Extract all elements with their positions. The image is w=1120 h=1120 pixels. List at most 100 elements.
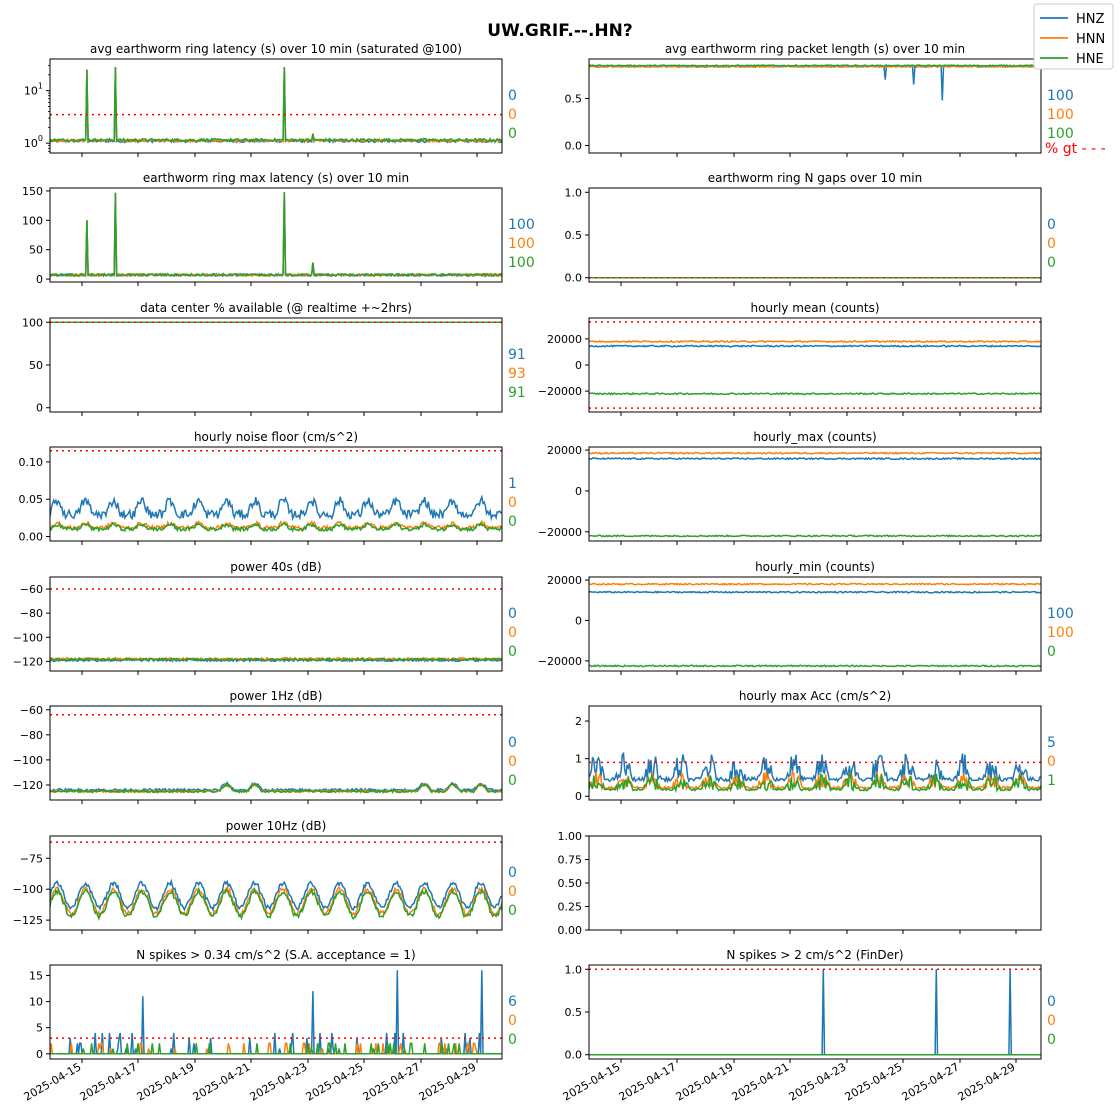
plot-area <box>50 714 502 794</box>
series-line-hnz <box>589 751 1041 784</box>
y-tick-label: 2 <box>575 715 582 728</box>
percent-hne: 1 <box>1047 773 1056 789</box>
y-tick-label: 0.5 <box>565 1006 583 1019</box>
percent-hnn: 0 <box>508 625 517 641</box>
y-tick-label: 20000 <box>547 333 582 346</box>
panel-title: hourly_max (counts) <box>753 430 876 444</box>
y-tick-label: 5 <box>36 1022 43 1035</box>
panel-11: power 1Hz (dB) −120 −100 −80 −60 0 0 0 <box>13 689 517 804</box>
panel-6: hourly mean (counts) −20000 0 20000 <box>538 301 1042 416</box>
axes-frame <box>588 58 1042 154</box>
percent-hne: 0 <box>508 644 517 660</box>
panel-title: avg earthworm ring latency (s) over 10 m… <box>90 42 462 56</box>
percent-hnz: 91 <box>508 347 526 363</box>
percent-hnn: 100 <box>1047 625 1074 641</box>
y-tick-label: 0.05 <box>19 493 44 506</box>
percent-hnz: 100 <box>1047 606 1074 622</box>
axes-frame <box>49 317 503 413</box>
y-tick-label: 1.00 <box>558 830 583 843</box>
legend-label-hne: HNE <box>1076 52 1104 67</box>
y-tick-label: 100 <box>22 316 43 329</box>
x-tick-label: 2025-04-21 <box>730 1060 792 1103</box>
x-tick-label: 2025-04-15 <box>22 1060 84 1103</box>
series-line-hnz <box>50 878 502 913</box>
x-tick-label: 2025-04-29 <box>417 1060 479 1103</box>
percent-hne: 0 <box>508 126 517 142</box>
axes-frame <box>588 835 1042 931</box>
series-line-hnz <box>589 344 1041 348</box>
panel-15: N spikes > 0.34 cm/s^2 (S.A. acceptance … <box>22 948 517 1104</box>
panel-title: hourly noise floor (cm/s^2) <box>194 430 358 444</box>
y-tick-label: 100 <box>24 134 43 150</box>
panel-10: hourly_min (counts) −20000 0 20000 100 100 0 <box>538 560 1074 675</box>
y-tick-label: 0 <box>36 273 43 286</box>
panel-3: earthworm ring max latency (s) over 10 m… <box>22 171 535 286</box>
axes-frame <box>49 835 503 931</box>
y-tick-label: −80 <box>20 729 43 742</box>
y-tick-exponent: 1 <box>38 82 43 91</box>
y-tick-label: 50 <box>29 244 43 257</box>
series-line-hne <box>50 67 502 144</box>
panel-title: power 40s (dB) <box>230 560 321 574</box>
percent-hnn: 0 <box>1047 236 1056 252</box>
percent-hnn: 100 <box>1047 107 1074 123</box>
x-tick-label: 2025-04-25 <box>843 1060 905 1103</box>
panel-title: data center % available (@ realtime +~2h… <box>140 301 412 315</box>
y-tick-label: 0 <box>36 402 43 415</box>
x-tick-label: 2025-04-27 <box>361 1060 423 1103</box>
axes-frame <box>49 576 503 672</box>
series-line-hne <box>589 392 1041 396</box>
y-tick-label: −80 <box>20 607 43 620</box>
y-tick-label: 1 <box>575 753 582 766</box>
y-tick-label: 0.50 <box>558 877 583 890</box>
series-line-hne <box>50 192 502 278</box>
y-tick-label: 15 <box>29 969 43 982</box>
percent-hnz: 0 <box>1047 217 1056 233</box>
x-tick-label: 2025-04-21 <box>191 1060 253 1103</box>
axes-frame <box>49 58 503 154</box>
y-tick-label: −60 <box>20 583 43 596</box>
series-line-hnn <box>589 65 1041 69</box>
panels: avg earthworm ring latency (s) over 10 m… <box>13 42 1106 1104</box>
percent-hnz: 0 <box>508 735 517 751</box>
plot-area <box>50 67 502 144</box>
percent-hne: 0 <box>1047 644 1056 660</box>
panel-8: hourly_max (counts) −20000 0 20000 <box>538 430 1042 545</box>
y-tick-label: 0.0 <box>565 139 583 152</box>
series-line-hnn <box>589 339 1041 344</box>
axes-frame <box>588 964 1042 1060</box>
y-tick-label: −120 <box>13 655 43 668</box>
y-tick-label: −20000 <box>538 526 582 539</box>
y-tick-label: −100 <box>13 754 43 767</box>
percent-hnz: 100 <box>508 217 535 233</box>
series-line-hnn <box>589 582 1041 586</box>
percent-hne: 0 <box>508 773 517 789</box>
figure-title: UW.GRIF.--.HN? <box>487 21 632 41</box>
plot-area <box>50 588 502 663</box>
series-line-hnz <box>589 969 1041 1056</box>
plot-area <box>50 449 502 533</box>
percent-hne: 0 <box>508 1032 517 1048</box>
panel-title: N spikes > 0.34 cm/s^2 (S.A. acceptance … <box>136 948 415 962</box>
plot-area <box>589 582 1041 668</box>
percent-hne: 100 <box>508 255 535 271</box>
y-tick-label: 0.5 <box>565 229 583 242</box>
panel-16: N spikes > 2 cm/s^2 (FinDer) 0.0 0.5 1.0 202… <box>561 948 1056 1104</box>
x-tick-label: 2025-04-17 <box>78 1060 140 1103</box>
axes-frame <box>49 187 503 283</box>
x-tick-label: 2025-04-17 <box>617 1060 679 1103</box>
panel-title: power 10Hz (dB) <box>226 819 327 833</box>
y-tick-label: 0 <box>575 614 582 627</box>
series-line-hne <box>50 1042 502 1055</box>
percent-hnz: 5 <box>1047 735 1056 751</box>
series-line-hne <box>50 656 502 663</box>
y-tick-label: 0 <box>575 790 582 803</box>
x-tick-label: 2025-04-27 <box>900 1060 962 1103</box>
percent-hne: 100 <box>1047 126 1074 142</box>
panel-12: hourly max Acc (cm/s^2) 0 1 2 5 0 1 <box>575 689 1056 804</box>
panel-title: avg earthworm ring packet length (s) ove… <box>665 42 965 56</box>
series-line-hnz <box>589 64 1041 101</box>
series-line-hne <box>50 521 502 533</box>
y-tick-label: 50 <box>29 359 43 372</box>
